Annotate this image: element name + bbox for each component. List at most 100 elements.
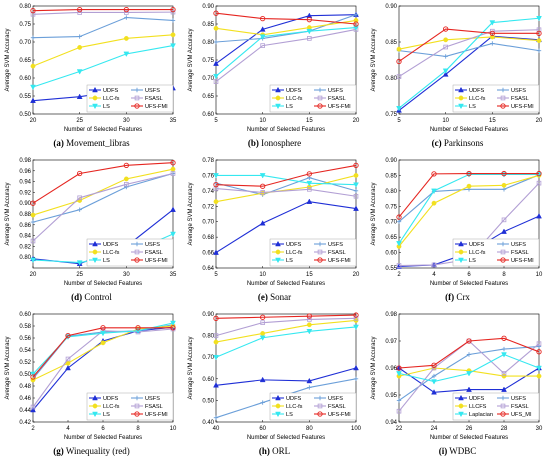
caption-letter: (f) [445,292,455,302]
data-point [501,228,507,234]
legend-marker [275,240,281,247]
data-point [306,377,313,384]
legend-marker [275,95,281,101]
legend-item-udfs: UDFS [272,394,301,402]
legend-marker [275,103,281,110]
y-tick-label: 0.60 [19,312,31,318]
y-tick-label: 0.74 [202,189,214,195]
data-point [466,352,472,357]
data-point [123,176,129,182]
data-point [396,74,402,79]
y-tick-label: 0.98 [385,312,397,318]
legend-item-udfs: UDFS [272,240,301,248]
legend-item-llc-fs: LLC-fs [272,249,303,256]
x-tick-label: 4 [432,272,436,278]
legend-box [452,84,540,113]
data-point [100,325,106,331]
data-point [259,220,266,226]
caption-letter: (e) [257,292,268,302]
series-llc-fs [213,318,359,345]
data-point [353,12,359,17]
series-udfs [213,198,359,255]
x-tick-label: 10 [259,118,266,124]
legend-label: UFS-FMI [145,258,168,264]
caption-d: (d) Control [0,292,183,302]
data-point [396,219,402,224]
data-point [30,257,36,264]
legend-marker [92,403,98,409]
panel-b: 0.60 0.65 0.70 0.75 0.80 0.85 0.90 5 10 15 20 Numbe… [183,0,366,154]
y-axis-label: Average SVM Accuracy [5,29,11,92]
data-point [77,195,82,201]
data-point [442,71,449,77]
x-tick-label: 20 [30,272,37,278]
caption-e: (e) Sonar [183,292,366,302]
y-tick-label: 0.86 [19,223,31,229]
y-tick-label: 0.70 [19,40,31,46]
data-point [260,331,266,336]
series-line [32,16,174,39]
caption-letter: (d) [71,292,83,302]
caption-f: (f) Crx [366,292,549,302]
series-ufs-fmi [396,170,542,220]
series-llc-fs [396,34,542,52]
data-point [501,335,507,341]
data-point [536,180,542,186]
legend-label: UDFS [286,242,301,248]
data-point [259,376,266,383]
y-tick-label: 0.64 [202,266,214,272]
data-point [431,379,437,385]
legend-item-fsasl: FSASL [314,403,346,410]
legend-label: LLC-fs [469,250,486,256]
data-point [396,105,402,112]
legend-item-llc-fs: LLC-fs [455,249,486,256]
series-line [398,337,540,369]
legend-label: UFS-FMI [511,258,534,264]
data-point [123,162,129,169]
x-tick-label: 20 [353,272,360,278]
data-point [100,330,106,337]
y-tick-label: 0.44 [19,408,31,414]
legend-item-udfs: UDFS [89,86,118,94]
series-line [398,35,540,111]
legend-marker [500,257,506,263]
caption-g: (g) Winequality (red) [0,446,183,456]
legend-marker [500,103,506,109]
legend-item-ls: LS [455,103,476,110]
legend-label: LS [286,412,293,418]
legend-marker [458,411,464,418]
legend-marker [317,411,323,417]
legend-item-fsasl: FSASL [497,403,529,410]
data-point [536,30,542,37]
data-point [123,51,130,58]
data-point [353,25,359,31]
y-tick-label: 0.48 [19,384,31,390]
legend-item-usfs: USFS [314,241,343,248]
series-line [32,34,174,67]
series-line [215,28,357,83]
series-line [215,317,357,337]
y-axis-label: Average SVM Accuracy [5,183,11,246]
x-tick-label: 2 [31,426,35,432]
legend-marker [92,103,98,110]
legend-item-ufs-fmi: UFS-FMI [314,257,351,264]
y-tick-label: 0.60 [202,377,214,383]
legend-marker [500,411,506,417]
legend-item-udfs: UDFS [455,86,484,94]
series-fsasl [213,316,359,338]
legend-marker [317,241,323,247]
data-point [396,214,402,220]
series-laplacian [396,352,542,385]
x-tick-label: 10 [442,118,449,124]
series-line [32,172,174,242]
data-point [353,162,359,169]
y-axis-label: Average SVM Accuracy [188,29,194,92]
series-line [398,29,540,78]
data-point [443,26,449,32]
legend: UDFS USFS LLC-fs FSASL LS UFS-FMI [269,238,357,267]
panel-a: 0.50 0.55 0.60 0.65 0.70 0.75 0.80 20 25 30 35 Numb… [0,0,183,154]
x-tick-label: 15 [306,118,313,124]
series-line [215,174,357,203]
data-point [76,260,83,266]
series-line [398,36,540,50]
